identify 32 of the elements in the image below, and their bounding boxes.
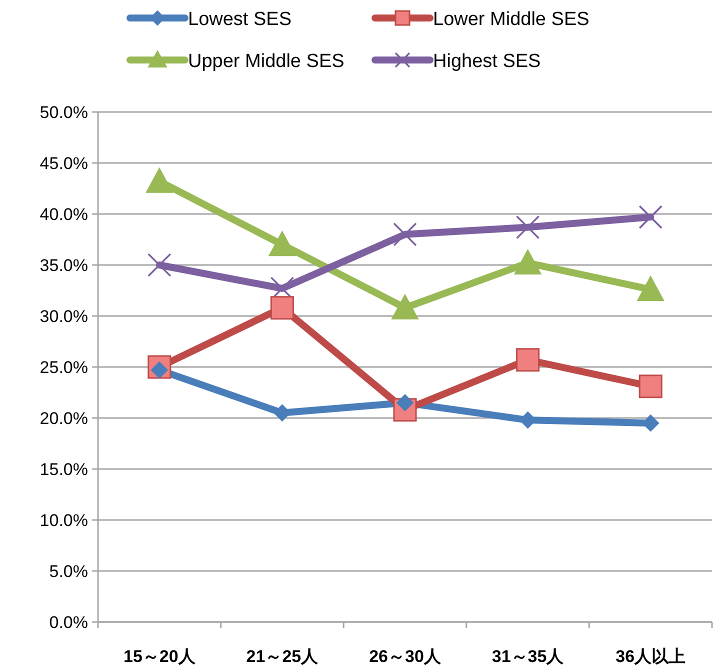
y-tick-label: 30.0% <box>40 307 88 326</box>
point <box>146 168 173 193</box>
point <box>516 215 540 240</box>
x-tick-label: 21～25人 <box>246 647 320 666</box>
point <box>148 253 172 277</box>
point <box>268 231 296 256</box>
point <box>638 205 662 229</box>
x-tick-label: 26～30人 <box>369 647 442 666</box>
y-tick-label: 35.0% <box>40 256 88 275</box>
y-tick-label: 45.0% <box>40 154 88 173</box>
point <box>638 374 662 398</box>
y-tick-label: 25.0% <box>40 358 88 377</box>
y-tick-label: 10.0% <box>40 511 88 530</box>
y-tick-label: 50.0% <box>40 103 88 122</box>
y-tick-label: 5.0% <box>49 562 88 581</box>
point <box>270 296 294 320</box>
y-tick-label: 0.0% <box>49 613 88 632</box>
y-tick-label: 20.0% <box>40 409 88 428</box>
legend-label: Lowest SES <box>188 9 292 30</box>
legend-label: Upper Middle SES <box>188 51 344 72</box>
y-tick-label: 40.0% <box>40 205 88 224</box>
legend-label: Lower Middle SES <box>433 9 590 30</box>
point <box>393 222 417 246</box>
y-tick-label: 15.0% <box>40 460 88 479</box>
legend-label: Highest SES <box>433 51 541 72</box>
x-tick-label: 36人以上 <box>616 647 686 666</box>
x-tick-label: 31～35人 <box>492 647 565 666</box>
point <box>516 348 540 372</box>
point <box>392 294 418 320</box>
point <box>637 276 664 301</box>
point <box>514 249 542 274</box>
x-tick-label: 15～20人 <box>123 647 196 666</box>
